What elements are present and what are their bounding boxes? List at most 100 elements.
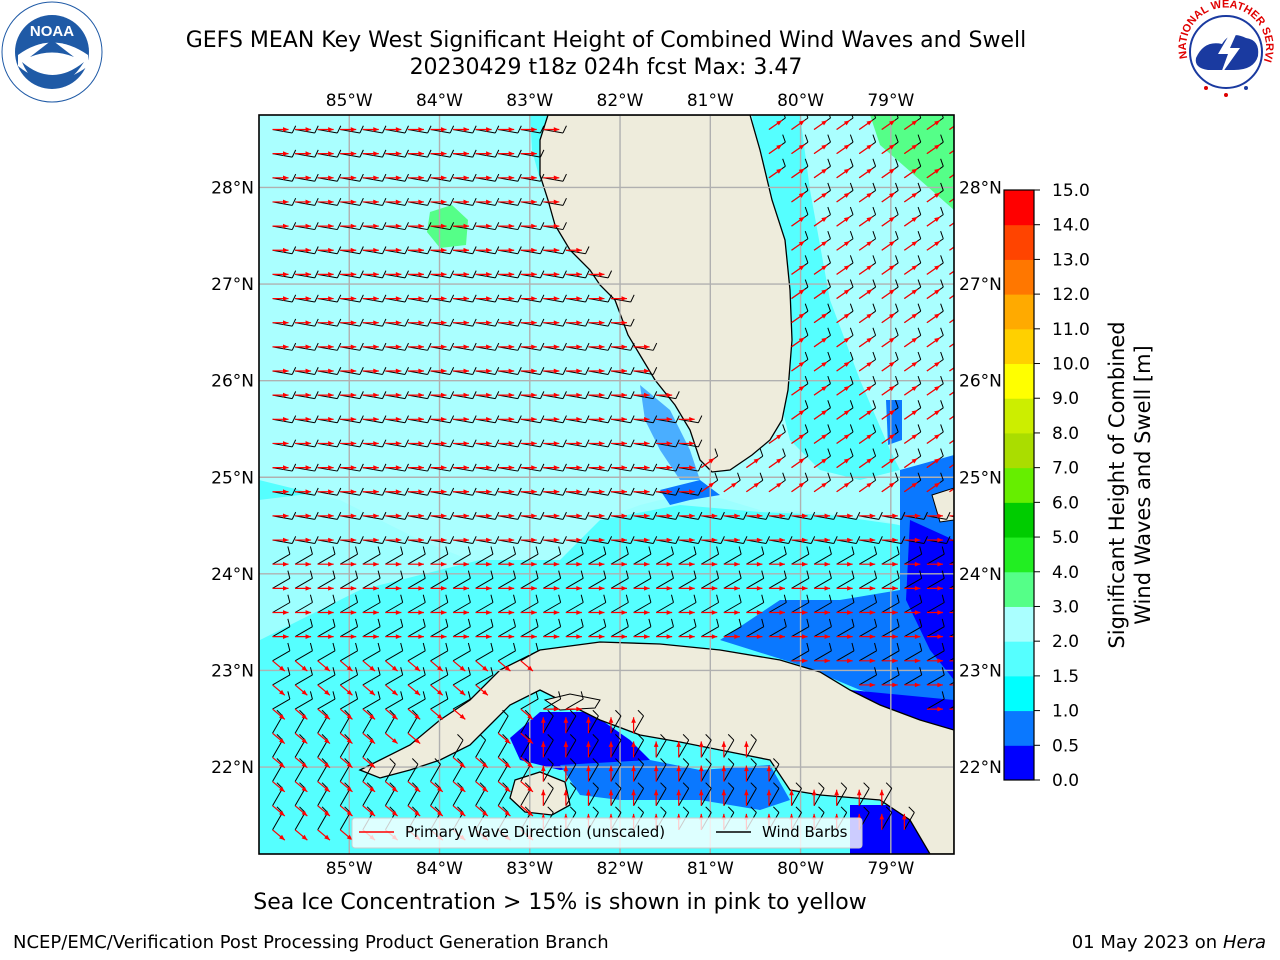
wave-arrow-head: [721, 741, 727, 747]
wave-arrow-head: [301, 665, 308, 672]
wind-barb-flag: [517, 536, 522, 544]
wave-arrow-head: [576, 320, 582, 326]
wind-barb-flag: [336, 318, 342, 327]
colorbar-tick-label: 11.0: [1052, 320, 1090, 340]
wave-arrow-head: [328, 151, 334, 156]
wind-barb-flag: [547, 758, 554, 765]
wind-barb-flag: [750, 758, 757, 765]
wind-barb-flag: [630, 487, 635, 496]
wave-arrow-head: [508, 586, 515, 591]
wave-arrow: [949, 439, 954, 444]
wind-barb-flag: [783, 546, 787, 555]
wind-barb: [904, 674, 922, 686]
wind-barb: [294, 577, 313, 589]
wave-arrow-head: [866, 144, 873, 150]
colorbar-segment: [1004, 294, 1034, 330]
wave-arrow-head: [824, 634, 831, 639]
wave-arrow-head: [847, 658, 853, 664]
wave-arrow-head: [373, 561, 379, 567]
wind-barb-flag: [652, 463, 658, 472]
wind-barb-flag: [963, 304, 966, 312]
wind-barb-flag: [449, 125, 455, 134]
wave-arrow-head: [721, 765, 727, 772]
wind-barb: [294, 650, 313, 662]
wind-barb-flag: [603, 618, 607, 627]
wind-barb-flag: [940, 400, 944, 408]
wind-barb-flag: [558, 570, 562, 579]
wave-arrow-head: [892, 513, 898, 519]
wave-arrow-head: [486, 586, 492, 591]
wind-barb: [294, 626, 313, 638]
colorbar-tick-label: 7.0: [1052, 459, 1079, 479]
wave-arrow-head: [324, 665, 330, 672]
wave-arrow-head: [350, 199, 357, 205]
wave-arrow-head: [889, 337, 895, 343]
wind-barb: [949, 657, 954, 662]
wave-arrow-head: [508, 561, 515, 567]
wind-barb: [407, 577, 426, 589]
wind-barb-flag: [804, 303, 809, 312]
wave-arrow-head: [666, 561, 673, 567]
wave-arrow-head: [934, 482, 941, 488]
wave-arrow-head: [776, 482, 783, 488]
wave-arrow-head: [504, 762, 511, 768]
wave-arrow-head: [373, 586, 379, 591]
wind-barb: [362, 788, 374, 806]
wave-arrow-head: [598, 634, 605, 639]
wave-arrow-head: [843, 265, 850, 271]
wind-barb: [949, 561, 954, 565]
wave-arrow-head: [914, 586, 921, 591]
wind-barb-flag: [827, 231, 831, 239]
wave-arrow-head: [440, 151, 447, 156]
wave-arrow-head: [889, 385, 895, 392]
wind-barb-flag: [382, 463, 387, 472]
wind-barb-flag: [940, 158, 944, 167]
wind-barb-flag: [314, 294, 319, 303]
wind-barb: [746, 553, 764, 565]
wind-barb-flag: [359, 318, 364, 327]
wind-barb-flag: [615, 758, 622, 765]
wave-arrow-head: [328, 320, 334, 326]
wind-barb-flag: [750, 782, 757, 789]
wave-arrow-head: [305, 416, 312, 422]
wave-arrow-head: [305, 247, 312, 253]
wind-barb: [475, 577, 494, 589]
wave-arrow-head: [911, 120, 918, 126]
wind-barb-flag: [467, 594, 471, 603]
wave-arrow-head: [440, 610, 447, 615]
wave-arrow-head: [553, 561, 560, 567]
wind-barb: [543, 698, 561, 710]
wind-barb-flag: [896, 570, 900, 579]
wave-arrow-head: [621, 441, 628, 446]
wind-barb: [430, 674, 449, 686]
wind-barb: [881, 577, 900, 589]
wind-barb-flag: [782, 472, 786, 481]
wave-arrow-head: [711, 610, 718, 615]
wind-barb-flag: [467, 667, 471, 676]
wind-barb-flag: [940, 327, 944, 336]
wave-arrow-head: [866, 168, 873, 174]
wind-barb: [610, 715, 622, 734]
wind-barb-flag: [449, 511, 455, 520]
wind-barb-flag: [963, 449, 966, 457]
wave-arrow-head: [395, 272, 402, 277]
wind-barb-flag: [472, 415, 477, 423]
wind-barb: [836, 788, 848, 806]
wave-arrow-head: [598, 441, 605, 446]
y-tick-label-left: 24°N: [211, 565, 254, 585]
wave-arrow-head: [373, 344, 379, 350]
colorbar-ticks: 0.00.51.01.52.03.04.05.06.07.08.09.010.0…: [1034, 181, 1090, 791]
wave-arrow-head: [395, 392, 402, 398]
contour-0.5-1.0-south: [560, 760, 790, 810]
map-gridlines: [259, 115, 954, 854]
wind-barb-flag: [355, 667, 359, 676]
wind-barb-flag: [637, 782, 644, 789]
wave-arrow-head: [934, 410, 941, 416]
wave-arrow: [949, 487, 954, 493]
wind-barb-flag: [314, 463, 319, 472]
wind-barb-flag: [872, 448, 877, 457]
wave-arrow-head: [482, 665, 488, 672]
wave-arrow-head: [644, 610, 650, 615]
wave-arrow-head: [843, 241, 850, 247]
wind-barb-flag: [585, 294, 590, 303]
